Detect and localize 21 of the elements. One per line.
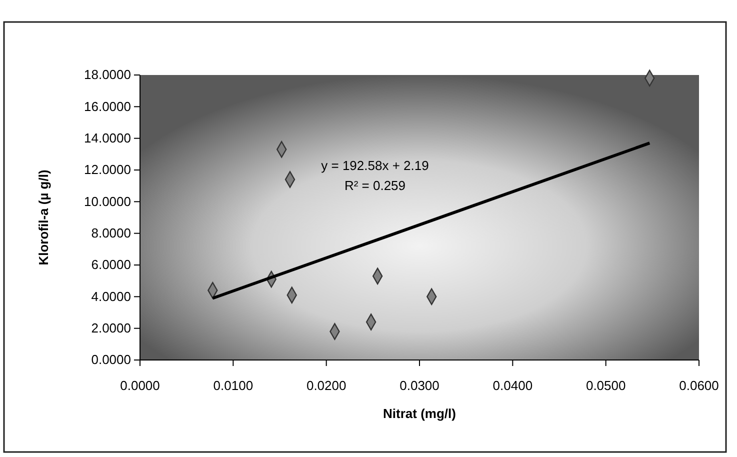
y-tick-label: 8.0000 (91, 225, 131, 240)
y-tick-label: 0.0000 (91, 352, 131, 368)
x-axis-title: Nitrat (mg/l) (383, 406, 456, 421)
x-tick-label: 0.0600 (679, 378, 719, 393)
y-tick-label: 14.0000 (84, 130, 131, 146)
annotation: y = 192.58x + 2.19 (321, 158, 429, 173)
y-tick-label: 18.0000 (84, 67, 131, 82)
y-tick-label: 6.0000 (91, 257, 131, 272)
y-tick-label: 4.0000 (91, 288, 131, 304)
x-tick-label: 0.0300 (400, 378, 440, 393)
y-axis-title: Klorofil-a (µ g/l) (36, 170, 51, 266)
x-tick-label: 0.0400 (492, 378, 533, 393)
y-tick-label: 10.0000 (84, 194, 131, 209)
x-tick-label: 0.0100 (213, 378, 254, 393)
annotation: R² = 0.259 (344, 178, 406, 193)
x-tick-label: 0.0000 (120, 378, 160, 393)
x-tick-label: 0.0500 (586, 378, 626, 393)
y-tick-label: 2.0000 (91, 320, 131, 336)
y-tick-label: 12.0000 (84, 162, 131, 178)
y-tick-label: 16.0000 (84, 98, 131, 114)
x-tick-label: 0.0200 (306, 378, 346, 393)
